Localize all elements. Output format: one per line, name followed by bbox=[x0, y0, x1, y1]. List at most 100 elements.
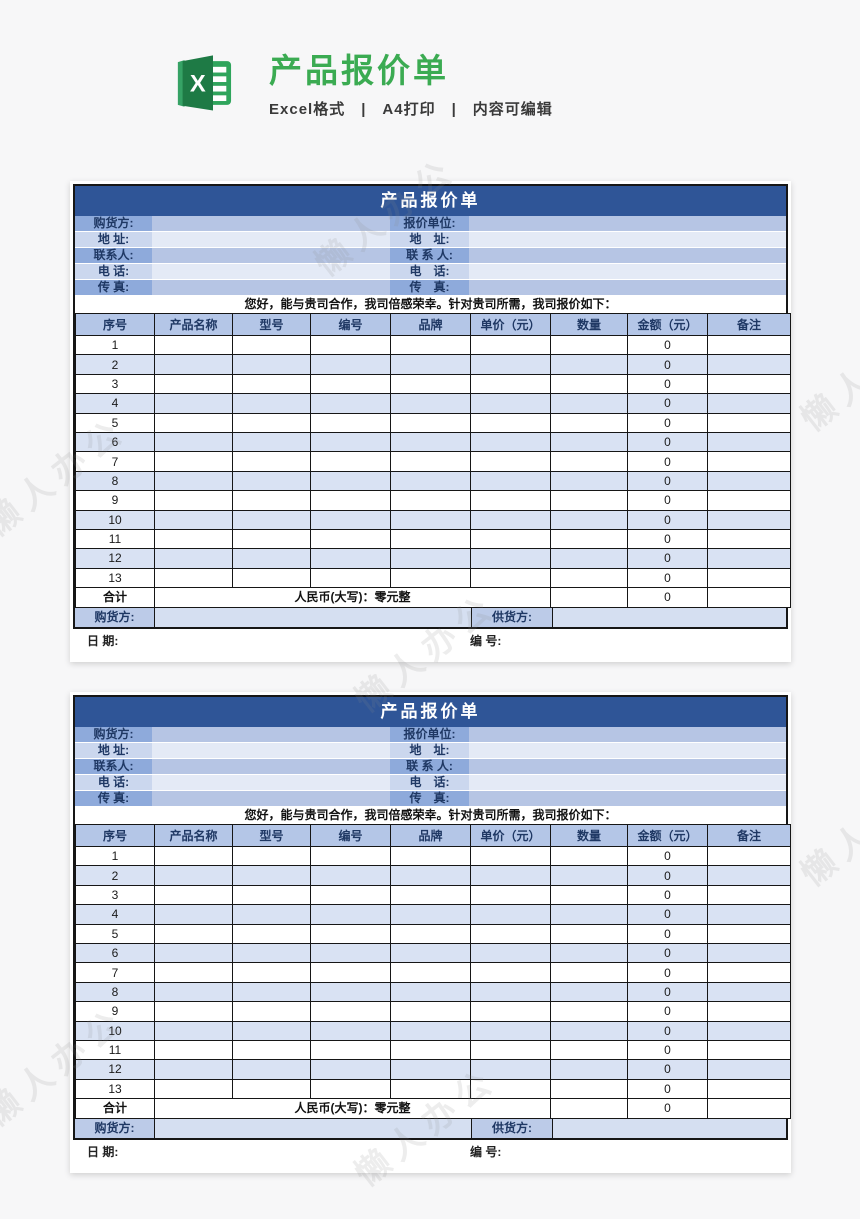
column-header: 数量 bbox=[550, 313, 628, 336]
item-unit_price-cell bbox=[470, 1059, 551, 1080]
info-value bbox=[469, 775, 786, 790]
item-amount-cell: 0 bbox=[627, 845, 708, 867]
info-label: 传 真: bbox=[390, 791, 469, 806]
item-brand-cell bbox=[390, 884, 471, 906]
item-model-cell bbox=[232, 354, 311, 375]
item-remark-cell bbox=[707, 354, 791, 375]
item-no-cell: 8 bbox=[75, 470, 155, 492]
info-row: 联系人: 联 系 人: bbox=[75, 248, 786, 264]
column-header: 序号 bbox=[75, 824, 155, 847]
sign-row: 购货方: 供货方: bbox=[75, 607, 786, 627]
item-remark-cell bbox=[707, 509, 791, 530]
items-header-row: 序号 产品名称 型号 编号 品牌 单价（元） 数量 金额（元） 备注 bbox=[75, 313, 791, 336]
item-brand-cell bbox=[390, 548, 471, 569]
column-header: 型号 bbox=[232, 824, 311, 847]
excel-logo-icon: X bbox=[175, 52, 232, 113]
item-amount-cell: 0 bbox=[627, 962, 708, 983]
item-remark-cell bbox=[707, 981, 791, 1003]
item-brand-cell bbox=[390, 354, 471, 375]
item-remark-cell bbox=[707, 904, 791, 925]
item-model-cell bbox=[232, 334, 311, 356]
item-qty-cell bbox=[550, 1020, 628, 1041]
item-no-cell: 13 bbox=[75, 1078, 155, 1100]
item-qty-cell bbox=[550, 470, 628, 492]
item-product-cell bbox=[154, 942, 233, 964]
item-product-cell bbox=[154, 334, 233, 356]
item-no-cell: 10 bbox=[75, 509, 155, 530]
item-model-cell bbox=[232, 1059, 311, 1080]
number-label: 编 号: bbox=[470, 1144, 502, 1159]
item-qty-cell bbox=[550, 490, 628, 511]
item-row: 13 0 bbox=[75, 1078, 791, 1100]
column-header: 编号 bbox=[310, 313, 391, 336]
info-value bbox=[152, 232, 390, 247]
item-no-cell: 9 bbox=[75, 1001, 155, 1022]
item-remark-cell bbox=[707, 962, 791, 983]
quotation-sheet-1: 产品报价单 购货方: 报价单位: 地 址: 地 址: 联系人: 联 系 人: 电 话: 电 话… bbox=[70, 181, 791, 662]
item-unit_price-cell bbox=[470, 904, 551, 925]
info-value bbox=[152, 743, 390, 758]
item-qty-cell bbox=[550, 904, 628, 925]
info-label: 联系人: bbox=[75, 759, 152, 774]
item-unit_price-cell bbox=[470, 1001, 551, 1022]
item-model-cell bbox=[232, 865, 311, 886]
item-row: 11 0 bbox=[75, 1039, 791, 1061]
item-remark-cell bbox=[707, 1078, 791, 1100]
item-remark-cell bbox=[707, 1001, 791, 1022]
supplier-value bbox=[552, 1118, 786, 1138]
item-model-cell bbox=[232, 567, 311, 589]
item-amount-cell: 0 bbox=[627, 548, 708, 569]
item-remark-cell bbox=[707, 923, 791, 944]
item-unit_price-cell bbox=[470, 490, 551, 511]
item-unit_price-cell bbox=[470, 962, 551, 983]
item-model-cell bbox=[232, 470, 311, 492]
date-label: 日 期: bbox=[87, 1144, 119, 1159]
item-amount-cell: 0 bbox=[627, 412, 708, 433]
item-amount-cell: 0 bbox=[627, 451, 708, 472]
item-model-cell bbox=[232, 431, 311, 453]
total-label: 合计 bbox=[75, 587, 155, 608]
item-qty-cell bbox=[550, 528, 628, 550]
item-code-cell bbox=[310, 1039, 391, 1061]
item-brand-cell bbox=[390, 412, 471, 433]
item-unit_price-cell bbox=[470, 393, 551, 414]
footer-line: 日 期: 编 号: bbox=[73, 629, 788, 654]
item-qty-cell bbox=[550, 373, 628, 395]
column-header: 单价（元） bbox=[470, 313, 551, 336]
item-code-cell bbox=[310, 904, 391, 925]
item-code-cell bbox=[310, 865, 391, 886]
item-unit_price-cell bbox=[470, 431, 551, 453]
item-model-cell bbox=[232, 412, 311, 433]
info-label: 报价单位: bbox=[390, 216, 469, 231]
item-no-cell: 7 bbox=[75, 962, 155, 983]
info-row: 电 话: 电 话: bbox=[75, 775, 786, 791]
info-row: 传 真: 传 真: bbox=[75, 280, 786, 295]
item-unit_price-cell bbox=[470, 412, 551, 433]
item-code-cell bbox=[310, 884, 391, 906]
item-brand-cell bbox=[390, 904, 471, 925]
item-qty-cell bbox=[550, 865, 628, 886]
sign-row: 购货方: 供货方: bbox=[75, 1118, 786, 1138]
sheet-title: 产品报价单 bbox=[75, 697, 786, 727]
item-amount-cell: 0 bbox=[627, 1039, 708, 1061]
item-amount-cell: 0 bbox=[627, 528, 708, 550]
item-code-cell bbox=[310, 923, 391, 944]
info-row: 购货方: 报价单位: bbox=[75, 216, 786, 232]
info-row: 购货方: 报价单位: bbox=[75, 727, 786, 743]
item-brand-cell bbox=[390, 962, 471, 983]
item-no-cell: 6 bbox=[75, 942, 155, 964]
item-no-cell: 10 bbox=[75, 1020, 155, 1041]
item-model-cell bbox=[232, 1039, 311, 1061]
column-header: 备注 bbox=[707, 824, 791, 847]
info-label: 传 真: bbox=[390, 280, 469, 295]
number-label: 编 号: bbox=[470, 633, 502, 648]
column-header: 产品名称 bbox=[154, 824, 233, 847]
item-no-cell: 1 bbox=[75, 845, 155, 867]
